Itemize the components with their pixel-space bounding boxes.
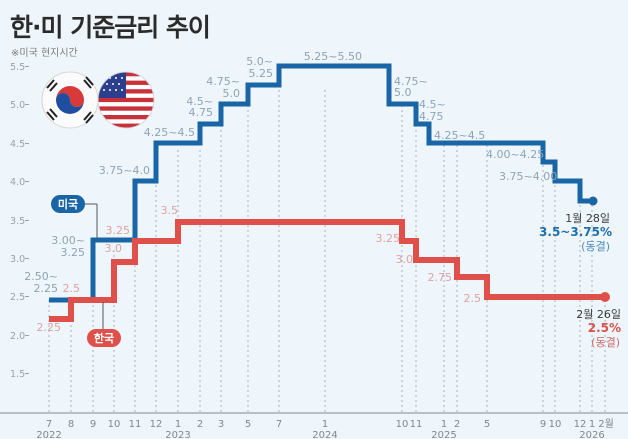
svg-text:4.25~4.5: 4.25~4.5 (144, 126, 195, 139)
svg-text:5.25~5.50: 5.25~5.50 (304, 50, 362, 63)
xtick: 8 (68, 419, 74, 430)
xtick: 1 (589, 419, 595, 430)
svg-text:4.5~: 4.5~ (186, 95, 213, 108)
svg-text:4.75: 4.75 (419, 110, 444, 123)
xtick-year: 2025 (431, 430, 456, 439)
kr-end-marker (600, 292, 610, 302)
chart-title: 한·미 기준금리 추이 (10, 13, 211, 42)
us-legend-tag: 미국 (51, 195, 98, 238)
svg-text:3.25: 3.25 (106, 224, 131, 237)
svg-text:3.0: 3.0 (105, 242, 123, 255)
svg-text:4.75~: 4.75~ (394, 75, 428, 88)
svg-text:3.25: 3.25 (61, 246, 86, 259)
svg-text:(동결): (동결) (591, 336, 620, 349)
us-end-annotation: 1월 28일 3.5~3.75% (동결) (539, 211, 612, 253)
svg-text:1월 28일: 1월 28일 (565, 211, 610, 225)
ytick-5.5: 5.5 (10, 62, 25, 73)
svg-text:4.00~4.25: 4.00~4.25 (486, 148, 544, 161)
svg-text:4.25~4.5: 4.25~4.5 (434, 129, 485, 142)
svg-text:3.00~: 3.00~ (51, 234, 85, 247)
xtick: 3 (218, 419, 224, 430)
xtick: 10 (549, 419, 562, 430)
svg-text:2.5%: 2.5% (588, 321, 621, 335)
xtick: 10 (396, 419, 409, 430)
xtick: 1 (175, 419, 181, 430)
svg-text:2.5: 2.5 (63, 282, 81, 295)
svg-text:2.25: 2.25 (37, 321, 62, 334)
xtick: 1 (322, 419, 328, 430)
svg-text:3.5~3.75%: 3.5~3.75% (539, 225, 612, 239)
xtick: 2 (197, 419, 203, 430)
ytick-3.5: 3.5 (10, 216, 25, 227)
ytick-1.5: 1.5 (10, 369, 25, 380)
us-end-marker (588, 196, 598, 206)
ytick-4.5: 4.5 (10, 139, 25, 150)
xtick: 9 (90, 419, 96, 430)
xtick: 2월 (598, 418, 614, 430)
xtick-year: 2022 (36, 430, 61, 439)
xtick: 11 (410, 419, 423, 430)
xtick: 9 (540, 419, 546, 430)
us-value-labels-right: 4.75~ 5.0 4.5~ 4.75 4.25~4.5 4.00~4.25 3… (394, 75, 557, 183)
xtick-year: 2023 (165, 430, 190, 439)
chart-subtitle: ※미국 현지시간 (11, 48, 78, 59)
svg-text:4.5~: 4.5~ (419, 98, 446, 111)
svg-text:2.50~: 2.50~ (24, 270, 58, 283)
korea-flag-icon (41, 71, 99, 129)
xtick: 7 (46, 419, 52, 430)
ytick-2.0: 2.0 (10, 331, 25, 342)
svg-text:2.5: 2.5 (464, 292, 482, 305)
svg-text:2.75: 2.75 (428, 271, 453, 284)
svg-text:5.25: 5.25 (249, 67, 274, 80)
svg-text:2.25: 2.25 (34, 282, 59, 295)
kr-end-annotation: 2월 26일 2.5% (동결) (576, 307, 621, 349)
svg-text:2월 26일: 2월 26일 (576, 307, 621, 321)
xtick-year: 2024 (312, 430, 337, 439)
xtick: 12 (150, 419, 163, 430)
svg-text:3.5: 3.5 (161, 204, 179, 217)
svg-text:3.25: 3.25 (376, 232, 401, 245)
xtick: 12 (574, 419, 587, 430)
svg-text:5.0~: 5.0~ (246, 55, 273, 68)
ytick-5.0: 5.0 (10, 100, 25, 111)
xtick: 5 (484, 419, 490, 430)
us-rate-line (49, 63, 592, 303)
xtick: 1 (441, 419, 447, 430)
svg-text:5.0: 5.0 (223, 87, 241, 100)
ytick-2.5: 2.5 (10, 292, 25, 303)
us-value-labels: 2.50~ 2.25 3.00~ 3.25 3.75~4.0 4.25~4.5 … (24, 50, 362, 295)
ytick-4.0: 4.0 (10, 177, 25, 188)
y-axis: 5.5 5.0 4.5 4.0 3.5 3.0 2.5 2.0 1.5 (10, 62, 29, 380)
ytick-3.0: 3.0 (10, 254, 25, 265)
svg-text:3.75~4.0: 3.75~4.0 (99, 164, 150, 177)
usa-flag-icon (97, 71, 155, 129)
kr-value-labels: 2.25 2.5 3.0 3.25 3.5 3.25 3.0 2.75 2.5 (37, 204, 482, 334)
svg-text:5.0: 5.0 (394, 86, 412, 99)
xtick: 2 (454, 419, 460, 430)
svg-text:4.75: 4.75 (189, 106, 214, 119)
svg-text:한국: 한국 (94, 331, 114, 345)
xtick: 10 (108, 419, 121, 430)
x-axis: 7 8 9 10 11 12 1 2 3 5 7 1 10 11 1 2 5 9… (36, 418, 614, 439)
svg-text:(동결): (동결) (581, 240, 610, 253)
kr-legend-tag: 한국 (87, 302, 121, 347)
xtick: 11 (129, 419, 142, 430)
svg-text:3.0: 3.0 (396, 253, 414, 266)
xtick: 5 (245, 419, 251, 430)
svg-text:미국: 미국 (58, 197, 78, 211)
svg-text:4.75~: 4.75~ (206, 75, 240, 88)
xtick-year: 2026 (579, 430, 604, 439)
svg-text:3.75~4.00: 3.75~4.00 (499, 170, 557, 183)
xtick: 7 (276, 419, 282, 430)
kr-rate-line (49, 219, 605, 322)
